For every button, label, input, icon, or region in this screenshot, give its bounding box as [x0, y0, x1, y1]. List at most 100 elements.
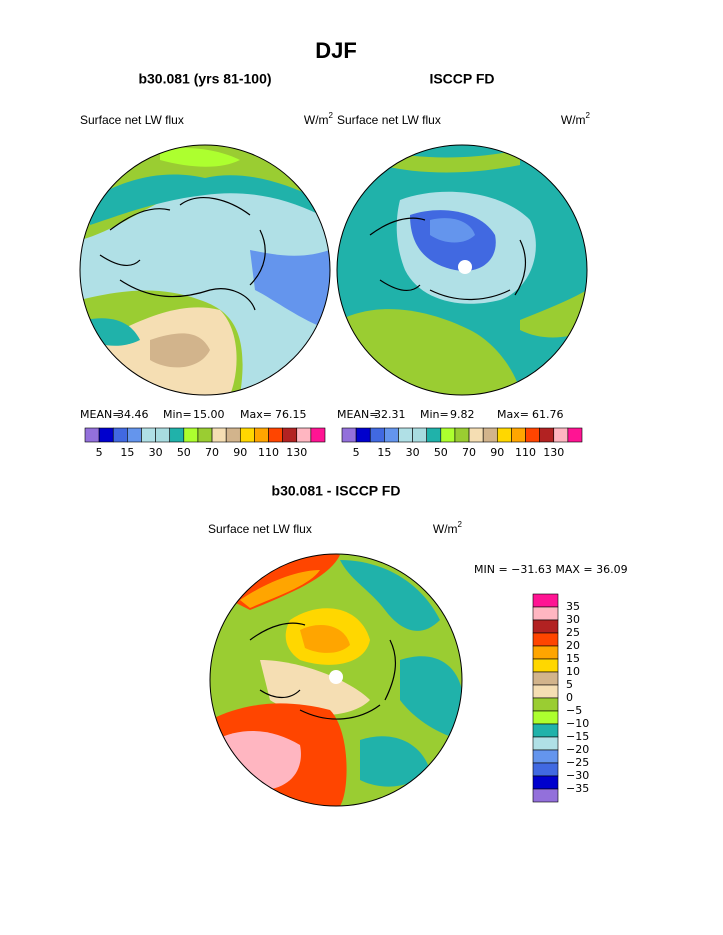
colorbar-label: 50 — [434, 446, 448, 459]
colorbar-label: 5 — [96, 446, 103, 459]
stat: 15.00 — [193, 408, 225, 421]
colorbar-box — [539, 427, 555, 443]
colorbar-box — [532, 710, 559, 725]
colorbar-box — [282, 427, 298, 443]
colorbar-label: 90 — [233, 446, 247, 459]
units-base: W/m — [433, 522, 458, 536]
colorbar-box — [532, 632, 559, 647]
colorbar-label: 15 — [566, 652, 580, 665]
colorbar-box — [355, 427, 371, 443]
stat: Max= — [497, 408, 529, 421]
colorbar-label: 10 — [566, 665, 580, 678]
units: W/m2 — [561, 111, 591, 127]
colorbar-box — [532, 788, 559, 803]
colorbar-box — [197, 427, 213, 443]
colorbar-label: −25 — [566, 756, 589, 769]
map-border — [209, 553, 463, 807]
units-base: W/m — [561, 113, 586, 127]
colorbar-box — [532, 619, 559, 634]
colorbar-label: 25 — [566, 626, 580, 639]
units-base: W/m — [304, 113, 329, 127]
colorbar-box — [532, 697, 559, 712]
colorbar-box — [482, 427, 498, 443]
colorbar-box — [532, 671, 559, 686]
stat: Min= — [163, 408, 192, 421]
colorbar-label: 5 — [566, 678, 573, 691]
colorbar-box — [169, 427, 185, 443]
colorbar-box — [398, 427, 413, 443]
colorbar-label: 110 — [258, 446, 279, 459]
colorbar-box — [268, 427, 283, 443]
colorbar-box — [532, 762, 559, 777]
stat: MIN = −31.63 MAX = 36.09 — [474, 563, 628, 576]
colorbar-box — [532, 723, 559, 738]
units: W/m2 — [304, 111, 334, 127]
units: W/m2 — [433, 520, 463, 536]
colorbar-box — [239, 427, 255, 443]
colorbar-box — [532, 775, 559, 790]
colorbar-label: 90 — [490, 446, 504, 459]
colorbar-label: 5 — [353, 446, 360, 459]
stat: 32.31 — [374, 408, 406, 421]
variable-label: Surface net LW flux — [337, 113, 441, 127]
colorbar-label: 130 — [543, 446, 564, 459]
map-obs — [337, 145, 587, 395]
colorbar-label: −20 — [566, 743, 589, 756]
colorbar-label: 20 — [566, 639, 580, 652]
colorbar-box — [141, 427, 156, 443]
colorbar-label: −30 — [566, 769, 589, 782]
colorbar-label: −5 — [566, 704, 582, 717]
colorbar-box — [98, 427, 114, 443]
colorbar-label: 70 — [462, 446, 476, 459]
colorbar-box — [532, 736, 559, 751]
colorbar-label: 15 — [120, 446, 134, 459]
colorbar-box — [496, 427, 512, 443]
colorbar-box — [127, 427, 142, 443]
colorbar-label: 35 — [566, 600, 580, 613]
colorbar-box — [426, 427, 442, 443]
colorbar-box — [369, 427, 385, 443]
colorbar-box — [454, 427, 470, 443]
colorbar-label: 70 — [205, 446, 219, 459]
colorbar-box — [183, 427, 199, 443]
colorbar-box — [296, 427, 312, 443]
stat: 34.46 — [117, 408, 149, 421]
colorbar-label: −15 — [566, 730, 589, 743]
colorbar-box — [532, 749, 559, 764]
colorbar-label: −10 — [566, 717, 589, 730]
colorbar-label: 15 — [377, 446, 391, 459]
colorbar-label: 30 — [566, 613, 580, 626]
colorbar-box — [112, 427, 128, 443]
stat: MEAN= — [80, 408, 121, 421]
colorbar-label: 50 — [177, 446, 191, 459]
map-diff — [210, 554, 462, 806]
colorbar-box — [155, 427, 171, 443]
colorbar-label: 110 — [515, 446, 536, 459]
colorbar-label: 30 — [149, 446, 163, 459]
colorbar-box — [511, 427, 526, 443]
colorbar-box — [384, 427, 399, 443]
colorbar-box — [532, 684, 559, 699]
colorbar-box — [532, 645, 559, 660]
colorbar-label: 130 — [286, 446, 307, 459]
colorbar-box — [341, 427, 357, 443]
figure-title: DJF — [315, 38, 357, 63]
colorbar-label: 0 — [566, 691, 573, 704]
colorbar-label: 30 — [406, 446, 420, 459]
stat: Max= — [240, 408, 272, 421]
units-exp: 2 — [329, 111, 334, 120]
stat: Min= — [420, 408, 449, 421]
variable-label: Surface net LW flux — [208, 522, 312, 536]
colorbar-box — [412, 427, 428, 443]
map-border — [79, 144, 331, 396]
map-model — [80, 145, 330, 395]
colorbar-box — [468, 427, 484, 443]
panel-title: ISCCP FD — [429, 71, 494, 87]
panel-title: b30.081 - ISCCP FD — [272, 483, 401, 499]
stat: 61.76 — [532, 408, 564, 421]
colorbar-box — [525, 427, 540, 443]
colorbar-box — [211, 427, 227, 443]
colorbar-box — [532, 658, 559, 673]
colorbar-box — [254, 427, 269, 443]
